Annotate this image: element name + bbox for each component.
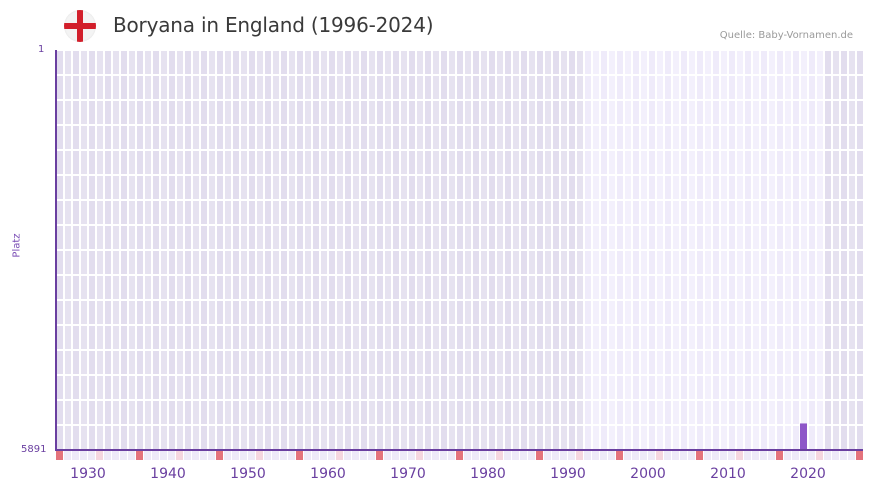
x-axis-baseline bbox=[55, 449, 863, 451]
x-tick-label: 2010 bbox=[710, 466, 746, 482]
x-tick-label: 1960 bbox=[310, 466, 346, 482]
x-tick-label: 1990 bbox=[550, 466, 586, 482]
y-axis-title: Platz bbox=[11, 233, 23, 258]
y-tick-bottom: 5891 bbox=[21, 444, 47, 455]
x-tick-label: 1950 bbox=[230, 466, 266, 482]
y-tick-top: 1 bbox=[38, 44, 45, 55]
x-tick-label: 1940 bbox=[150, 466, 186, 482]
chart-title: Boryana in England (1996-2024) bbox=[113, 13, 434, 37]
x-tick-label: 2020 bbox=[790, 466, 826, 482]
y-axis-line bbox=[55, 50, 57, 451]
x-tick-label: 2000 bbox=[630, 466, 666, 482]
x-tick-label: 1970 bbox=[390, 466, 426, 482]
year-markers bbox=[56, 451, 863, 460]
england-flag-icon bbox=[64, 10, 96, 42]
x-tick-label: 1930 bbox=[70, 466, 106, 482]
x-tick-label: 1980 bbox=[470, 466, 506, 482]
chart-plot-area bbox=[57, 51, 863, 450]
source-credit: Quelle: Baby-Vornamen.de bbox=[719, 30, 853, 41]
rank-bar[interactable] bbox=[800, 423, 807, 450]
